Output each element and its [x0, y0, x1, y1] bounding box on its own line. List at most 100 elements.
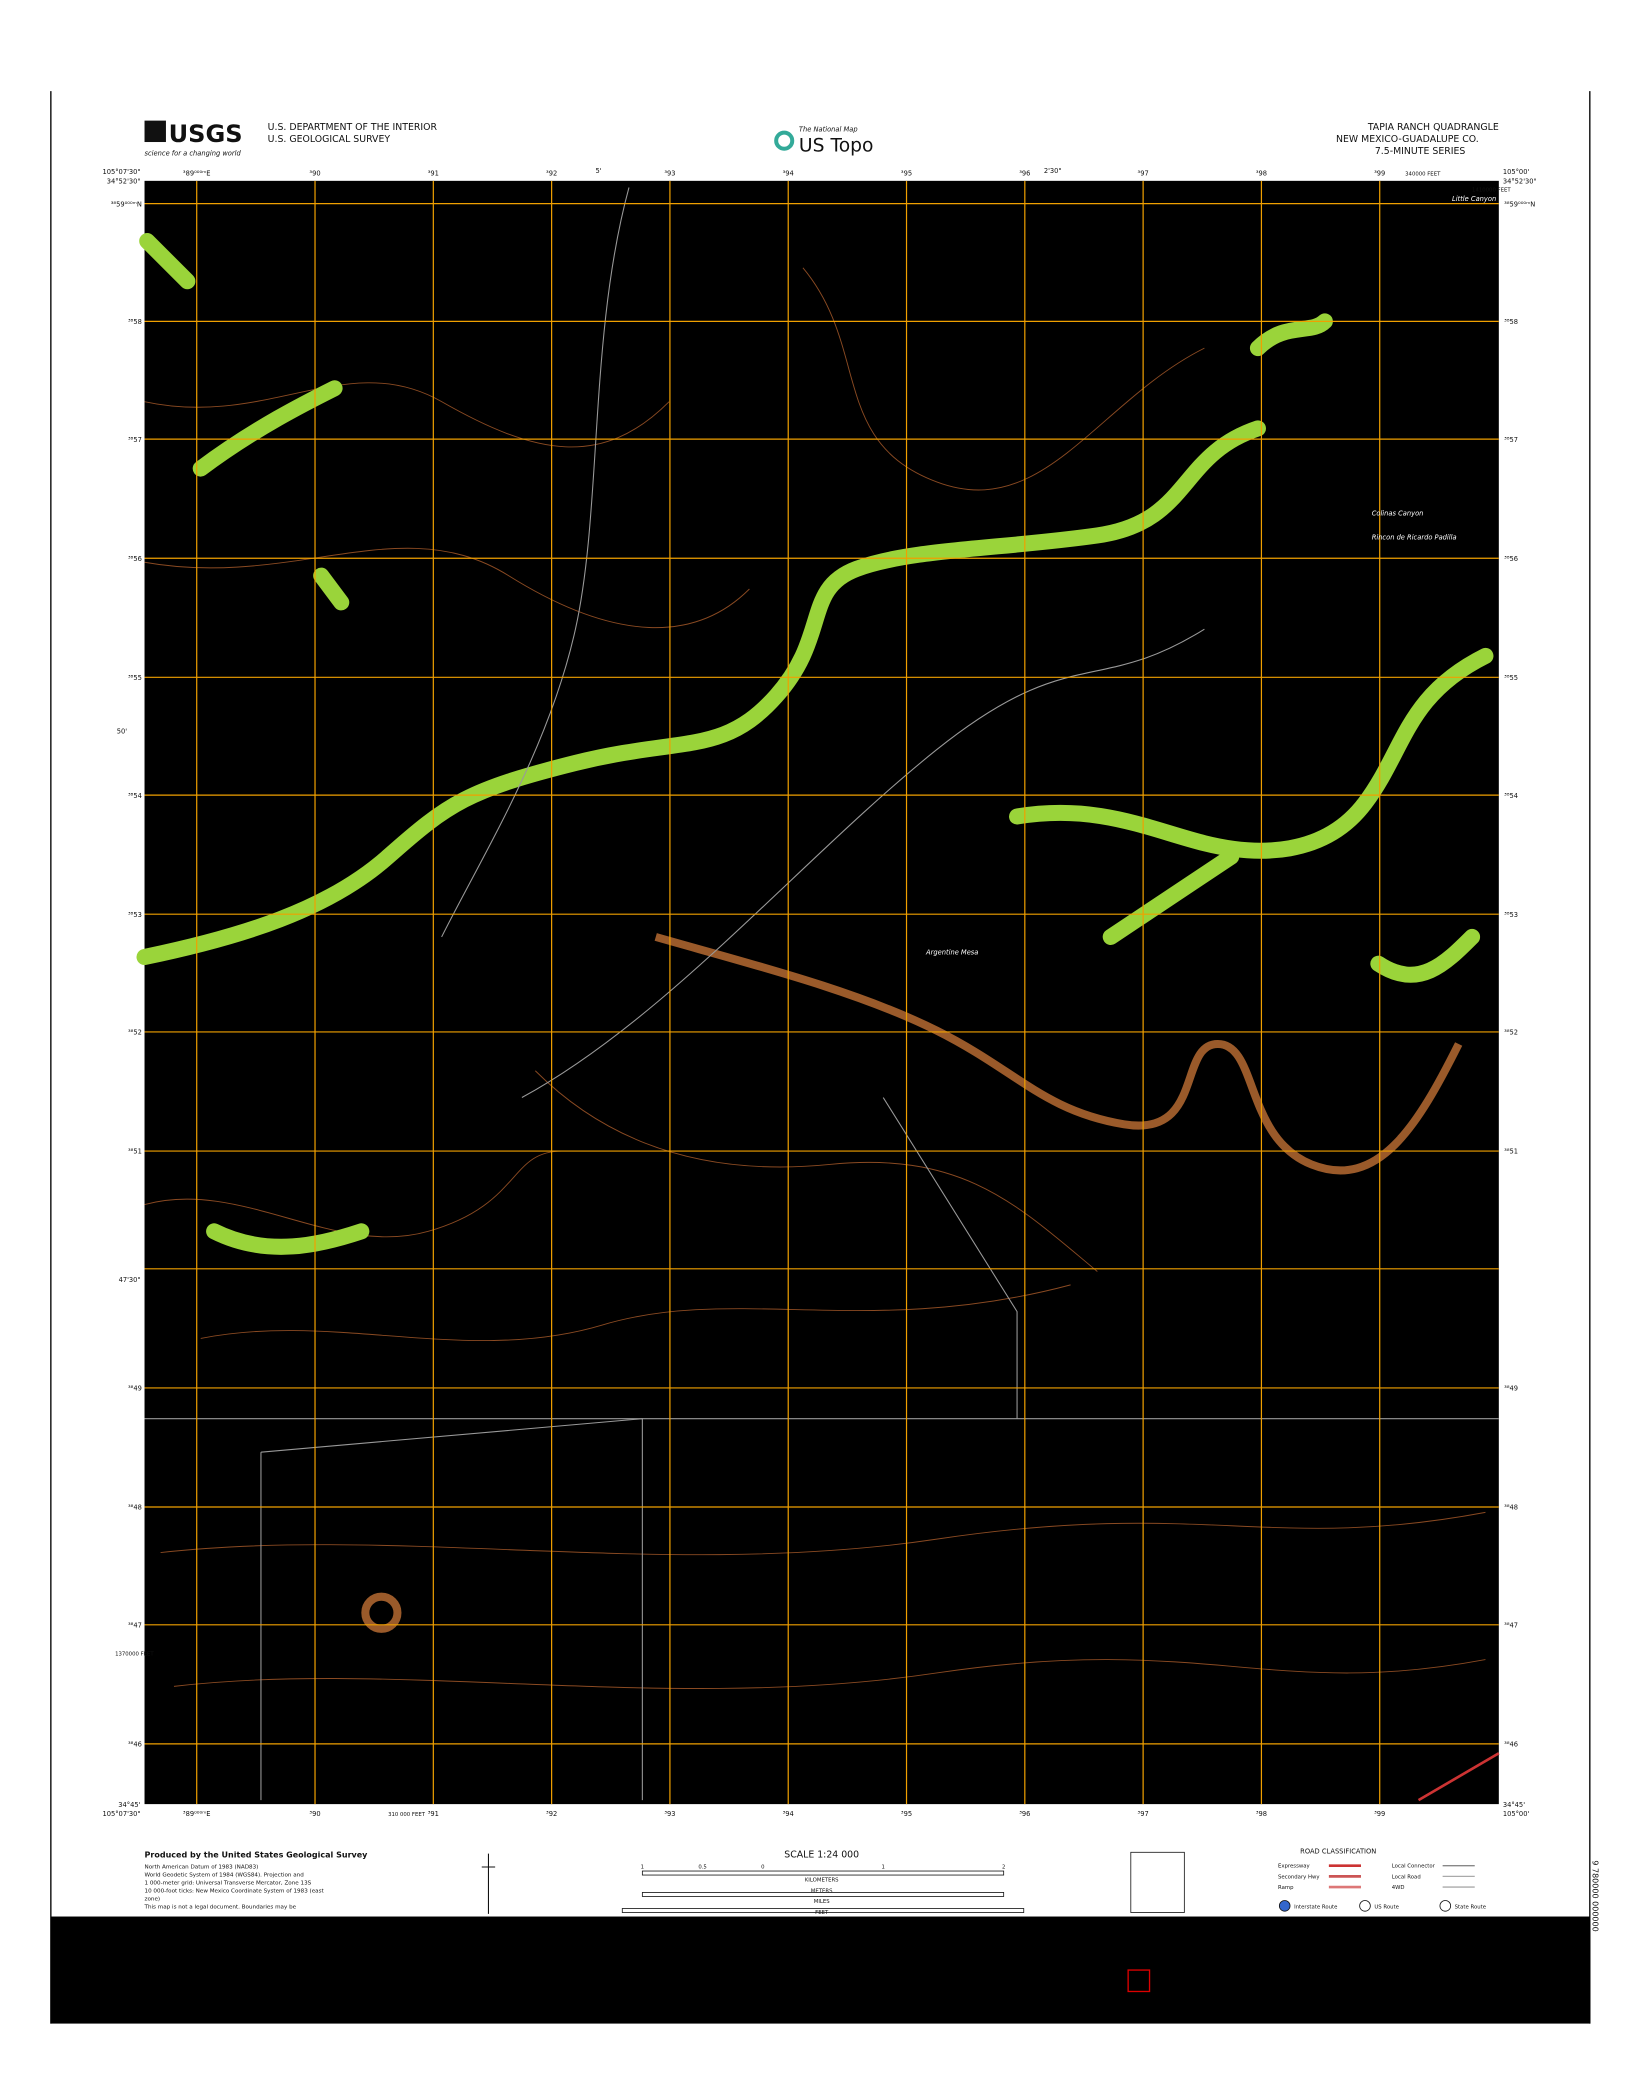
contour: [173, 1659, 1486, 1689]
scale-tick: 1: [882, 1864, 885, 1870]
note: 1 000-meter grid: Universal Transverse M…: [145, 1880, 312, 1886]
veg-patch: [139, 233, 196, 290]
locator-map: [1130, 1851, 1185, 1913]
title: TAPIA RANCH QUADRANGLE: [1367, 122, 1499, 133]
corner-lat: 34°52'30": [107, 178, 141, 186]
route-shield: [1359, 1900, 1371, 1912]
x-label: ³89⁰⁰⁰ᵐE: [183, 1810, 211, 1818]
scale-tick: 2: [1002, 1864, 1005, 1870]
us-topo: US Topo: [799, 135, 874, 156]
road-type: Ramp: [1278, 1885, 1294, 1891]
veg-patch: [313, 567, 350, 611]
escarpment-veg: [136, 420, 1266, 966]
y-label: ³⁸46: [1504, 1741, 1518, 1749]
scale-tick: 0: [761, 1864, 765, 1870]
y-label: ³⁸46: [128, 1741, 142, 1749]
x-label: ³96: [1019, 169, 1030, 177]
note: This map is not a legal document. Bounda…: [144, 1905, 297, 1911]
national-map: The National Map: [799, 125, 858, 133]
x-label: ³94: [783, 1810, 794, 1818]
corner-lon: 105°07'30": [102, 1810, 140, 1818]
y-label: ³⁸53: [1504, 911, 1518, 919]
note: North American Datum of 1983 (NAD83): [145, 1864, 259, 1870]
y-label: ³⁸54: [1504, 792, 1518, 800]
x-label: ³92: [546, 169, 557, 177]
x-label: ³97: [1138, 169, 1149, 177]
place-name: Little Canyon: [1452, 195, 1496, 203]
contours: [144, 267, 1486, 1689]
feet: 310 000 FEET: [388, 1812, 426, 1818]
scale-unit: MILES: [814, 1899, 831, 1905]
y-label: ³⁸56: [128, 555, 142, 563]
road: [521, 628, 1205, 1098]
road: [882, 1097, 1018, 1419]
road-type: Secondary Hwy: [1278, 1874, 1320, 1880]
bottom-band: [50, 1916, 1590, 2024]
y-label: ³⁸55: [128, 674, 142, 682]
scale-bars: 1 0.5 0 1 2 KILOMETERS METERS MILES FEET: [621, 1864, 1025, 1916]
road-type: Expressway: [1278, 1864, 1310, 1870]
route-label: State Route: [1455, 1905, 1486, 1911]
y-label: ³⁸53: [128, 911, 142, 919]
x-label: ³92: [546, 1810, 557, 1818]
x-label: ³99: [1374, 1810, 1385, 1818]
logo-mark: [144, 120, 166, 143]
cliffs: [361, 933, 1463, 1633]
corner-lon: 105°00': [1503, 1810, 1530, 1818]
y-label: ³⁸49: [128, 1385, 142, 1393]
road-type: 4WD: [1392, 1885, 1405, 1891]
road-title: ROAD CLASSIFICATION: [1300, 1848, 1376, 1856]
route-label: US Route: [1374, 1905, 1399, 1911]
place-name: Argentine Mesa: [925, 948, 978, 956]
escarpment: [654, 933, 1463, 1175]
veg-patch: [1249, 313, 1333, 357]
minute-tick: 5': [596, 167, 602, 175]
y-label: ³⁸54: [128, 792, 142, 800]
contour: [144, 382, 670, 448]
road-legend: Expressway Secondary Hwy Ramp Local Connect…: [1278, 1864, 1486, 1912]
note: 10 000-foot ticks: New Mexico Coordinate…: [145, 1888, 325, 1894]
route-shield: [1278, 1900, 1291, 1912]
x-label: ³89⁰⁰⁰ᵐE: [183, 169, 211, 177]
scale-bar: [621, 1908, 1025, 1913]
us-topo-icon: [774, 130, 795, 151]
y-label: ³⁸48: [1504, 1504, 1518, 1512]
route-shield: [1439, 1900, 1452, 1912]
veg-patch: [192, 380, 343, 477]
map-area: [144, 180, 1499, 1805]
scale-unit: FEET: [815, 1910, 829, 1916]
contour: [144, 547, 750, 629]
roads: [144, 187, 1500, 1802]
feet: 340000 FEET: [1405, 171, 1441, 177]
y-label: ³⁸56: [1504, 555, 1518, 563]
y-label: ³⁸59⁰⁰⁰ᵐN: [1504, 200, 1535, 208]
contour: [200, 1284, 1071, 1342]
y-label: ³⁸51: [128, 1148, 142, 1156]
produced: Produced by the United States Geological…: [145, 1851, 369, 1860]
x-label: ³94: [783, 169, 794, 177]
x-label: ³97: [1138, 1810, 1149, 1818]
road-type: Local Road: [1392, 1874, 1421, 1880]
scale-tick: 1: [641, 1864, 644, 1870]
scale-bar: [641, 1870, 1005, 1876]
y-label: ³⁸47: [128, 1621, 142, 1629]
y-label: ³⁸52: [128, 1029, 142, 1037]
notes: North American Datum of 1983 (NAD83) Worl…: [144, 1864, 325, 1910]
y-label: ³⁸55: [1504, 674, 1518, 682]
corner-lat: 34°45': [118, 1801, 140, 1809]
veg-patch: [1102, 848, 1240, 945]
x-label: ³98: [1256, 169, 1267, 177]
x-label: ³98: [1256, 1810, 1267, 1818]
subtitle: NEW MEXICO-GUADALUPE CO.: [1336, 134, 1479, 145]
corner-lon: 105°07'30": [102, 168, 140, 176]
x-label: ³91: [428, 1810, 439, 1818]
road-type: Local Connector: [1392, 1864, 1436, 1870]
hill: [361, 1592, 402, 1633]
x-label: ³96: [1019, 1810, 1030, 1818]
contour: [802, 267, 1205, 491]
scale: SCALE 1:24 000: [784, 1850, 859, 1861]
y-label: ³⁸51: [1504, 1148, 1518, 1156]
y-label: ³⁸49: [1504, 1385, 1518, 1393]
veg-patch: [1370, 928, 1481, 983]
